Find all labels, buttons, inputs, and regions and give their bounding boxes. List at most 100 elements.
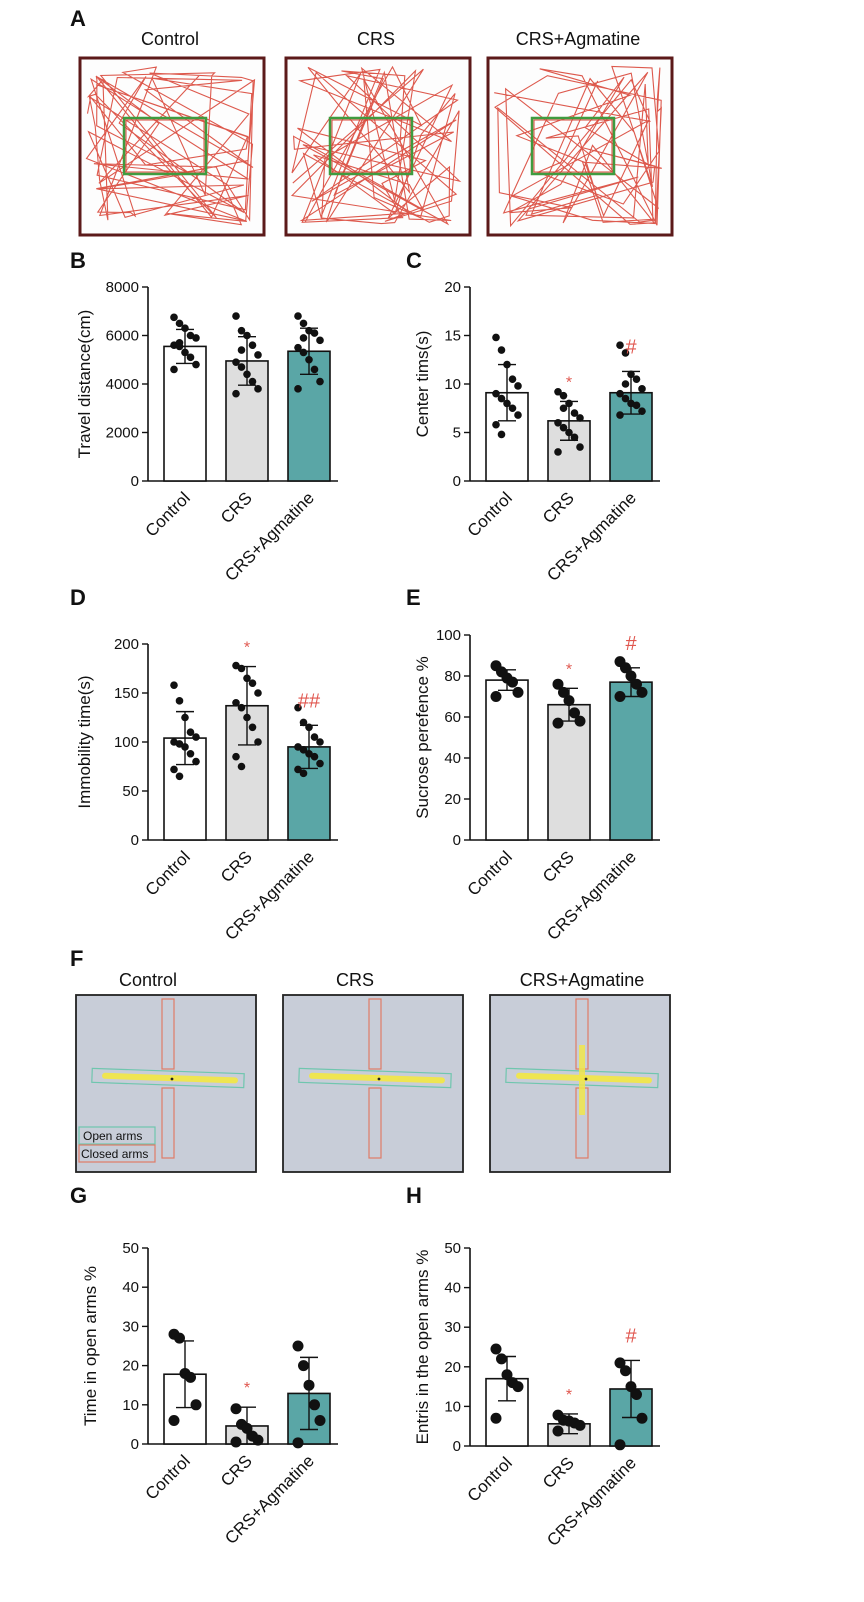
data-point bbox=[512, 1381, 524, 1393]
open-field-arena: CRS bbox=[284, 29, 472, 237]
panel-letter: G bbox=[70, 1183, 87, 1208]
closed-arm-top bbox=[368, 998, 382, 1070]
animal-marker bbox=[584, 1077, 588, 1081]
data-point bbox=[490, 691, 502, 702]
center-zone-inner bbox=[533, 119, 613, 173]
data-point bbox=[237, 664, 246, 673]
data-point bbox=[243, 713, 251, 722]
data-point bbox=[232, 752, 240, 761]
data-point bbox=[565, 399, 573, 408]
data-point bbox=[621, 394, 630, 403]
data-point bbox=[243, 370, 251, 379]
y-tick-label: 40 bbox=[444, 750, 461, 767]
y-tick-label: 10 bbox=[444, 1398, 461, 1415]
data-point bbox=[554, 448, 562, 456]
data-point bbox=[186, 749, 195, 758]
data-point bbox=[559, 404, 568, 413]
data-point bbox=[299, 319, 308, 328]
activity-trace-vertical bbox=[579, 1045, 585, 1115]
data-point bbox=[232, 358, 240, 366]
data-point bbox=[186, 728, 195, 736]
data-point bbox=[294, 343, 302, 352]
arena-title: CRS+Agmatine bbox=[516, 29, 641, 49]
data-point bbox=[503, 360, 511, 369]
data-point bbox=[631, 678, 642, 690]
data-point bbox=[254, 689, 262, 697]
y-tick-label: 60 bbox=[444, 709, 461, 726]
data-point bbox=[230, 1403, 242, 1415]
data-point bbox=[492, 333, 500, 342]
legend-closed-box bbox=[78, 1144, 156, 1163]
data-point bbox=[181, 743, 189, 751]
data-point bbox=[559, 391, 568, 400]
y-axis-label: Entris in the open arms % bbox=[413, 1250, 432, 1445]
category-label: Control bbox=[142, 488, 194, 540]
data-point bbox=[181, 324, 189, 333]
data-point bbox=[627, 370, 635, 379]
data-point bbox=[563, 695, 575, 707]
open-arms bbox=[298, 1067, 452, 1089]
data-point bbox=[310, 752, 319, 761]
y-tick-label: 50 bbox=[122, 1240, 139, 1257]
data-point bbox=[170, 765, 178, 774]
category-label: Control bbox=[464, 1453, 516, 1505]
data-point bbox=[497, 346, 506, 354]
data-point bbox=[638, 407, 646, 415]
data-point bbox=[192, 334, 200, 342]
maze-title: CRS+Agmatine bbox=[520, 970, 645, 990]
data-point bbox=[241, 1422, 253, 1434]
center-zone bbox=[122, 116, 208, 176]
data-point bbox=[181, 348, 189, 357]
data-point bbox=[552, 1425, 564, 1437]
data-point bbox=[616, 389, 624, 398]
center-zone bbox=[530, 116, 616, 176]
y-axis-label: Immobility time(s) bbox=[75, 675, 94, 808]
legend-open-box bbox=[78, 1126, 156, 1145]
y-tick-label: 40 bbox=[444, 1280, 461, 1297]
y-tick-label: 40 bbox=[122, 1279, 139, 1296]
data-point bbox=[636, 1412, 648, 1424]
significance-mark: # bbox=[625, 1325, 637, 1347]
significance-mark: * bbox=[244, 1380, 250, 1397]
y-axis-label: Center tims(s) bbox=[413, 331, 432, 438]
y-tick-label: 15 bbox=[444, 328, 461, 345]
category-label: CRS bbox=[217, 847, 256, 886]
data-point bbox=[503, 399, 511, 408]
bar-control bbox=[163, 345, 207, 482]
activity-trace bbox=[102, 1072, 238, 1084]
data-point bbox=[638, 385, 646, 393]
y-tick-label: 200 bbox=[114, 636, 139, 653]
panel-letter: C bbox=[406, 248, 422, 273]
data-point bbox=[254, 351, 262, 359]
data-point bbox=[299, 746, 308, 754]
data-point bbox=[254, 738, 262, 746]
maze-legend: Open arms Closed arms bbox=[78, 1126, 156, 1163]
data-point bbox=[175, 319, 184, 328]
y-tick-label: 150 bbox=[114, 685, 139, 702]
data-point bbox=[175, 697, 184, 705]
center-zone bbox=[328, 116, 414, 176]
y-tick-label: 4000 bbox=[106, 376, 139, 393]
category-label: CRS bbox=[217, 488, 256, 527]
data-point bbox=[501, 1369, 513, 1381]
maze-frame bbox=[282, 994, 464, 1173]
data-point bbox=[299, 718, 308, 727]
data-point bbox=[552, 678, 564, 690]
y-tick-label: 2000 bbox=[106, 425, 139, 442]
significance-mark: # bbox=[625, 336, 637, 358]
data-point bbox=[614, 691, 626, 702]
data-point bbox=[310, 329, 319, 337]
data-point bbox=[237, 346, 246, 354]
closed-arm-top bbox=[161, 998, 175, 1070]
data-point bbox=[185, 1371, 196, 1383]
data-point bbox=[574, 715, 586, 727]
data-point bbox=[299, 769, 308, 778]
data-point bbox=[192, 733, 200, 741]
data-point bbox=[576, 443, 584, 451]
significance-mark: * bbox=[244, 640, 250, 657]
data-point bbox=[554, 387, 562, 396]
data-point bbox=[232, 389, 240, 398]
plus-maze: CRS+Agmatine bbox=[489, 970, 671, 1173]
data-point bbox=[497, 394, 506, 403]
